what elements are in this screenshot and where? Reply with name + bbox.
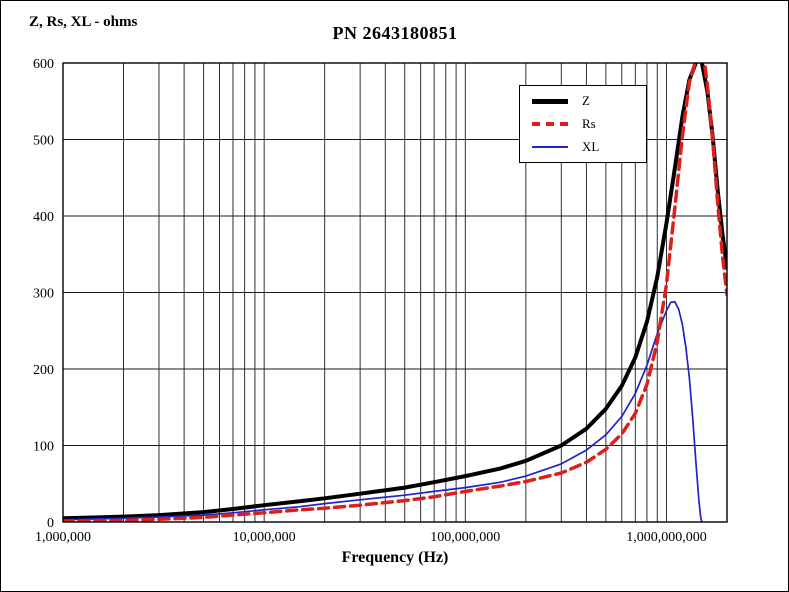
legend-swatch-rs	[532, 121, 568, 126]
y-tick-label: 200	[33, 363, 54, 378]
legend-label-rs: Rs	[582, 115, 596, 131]
chart-title: PN 2643180851	[332, 23, 458, 43]
legend-item-rs: Rs	[520, 113, 646, 135]
series-line-xl	[63, 300, 703, 522]
plot-border	[62, 62, 728, 523]
series-line-rs	[63, 63, 727, 522]
series-line-z	[63, 63, 727, 521]
legend: Z Rs XL	[519, 85, 647, 163]
legend-label-z: Z	[582, 93, 590, 109]
y-tick-label: 100	[33, 440, 54, 455]
y-tick-label: 500	[33, 134, 54, 149]
x-tick-label: 1,000,000	[35, 530, 91, 545]
y-tick-label: 0	[47, 516, 54, 531]
y-tick-label: 400	[33, 210, 54, 225]
y-tick-label: 300	[33, 287, 54, 302]
x-tick-label: 100,000,000	[430, 530, 500, 545]
x-axis-title: Frequency (Hz)	[341, 549, 449, 566]
legend-swatch-z	[532, 98, 568, 104]
x-tick-label: 1,000,000,000	[626, 530, 707, 545]
y-axis-title: Z, Rs, XL - ohms	[29, 14, 138, 30]
legend-item-xl: XL	[520, 136, 646, 158]
y-tick-label: 600	[33, 57, 54, 72]
legend-label-xl: XL	[582, 138, 600, 154]
legend-swatch-xl	[532, 145, 568, 148]
x-tick-label: 10,000,000	[233, 530, 296, 545]
legend-item-z: Z	[520, 90, 646, 112]
